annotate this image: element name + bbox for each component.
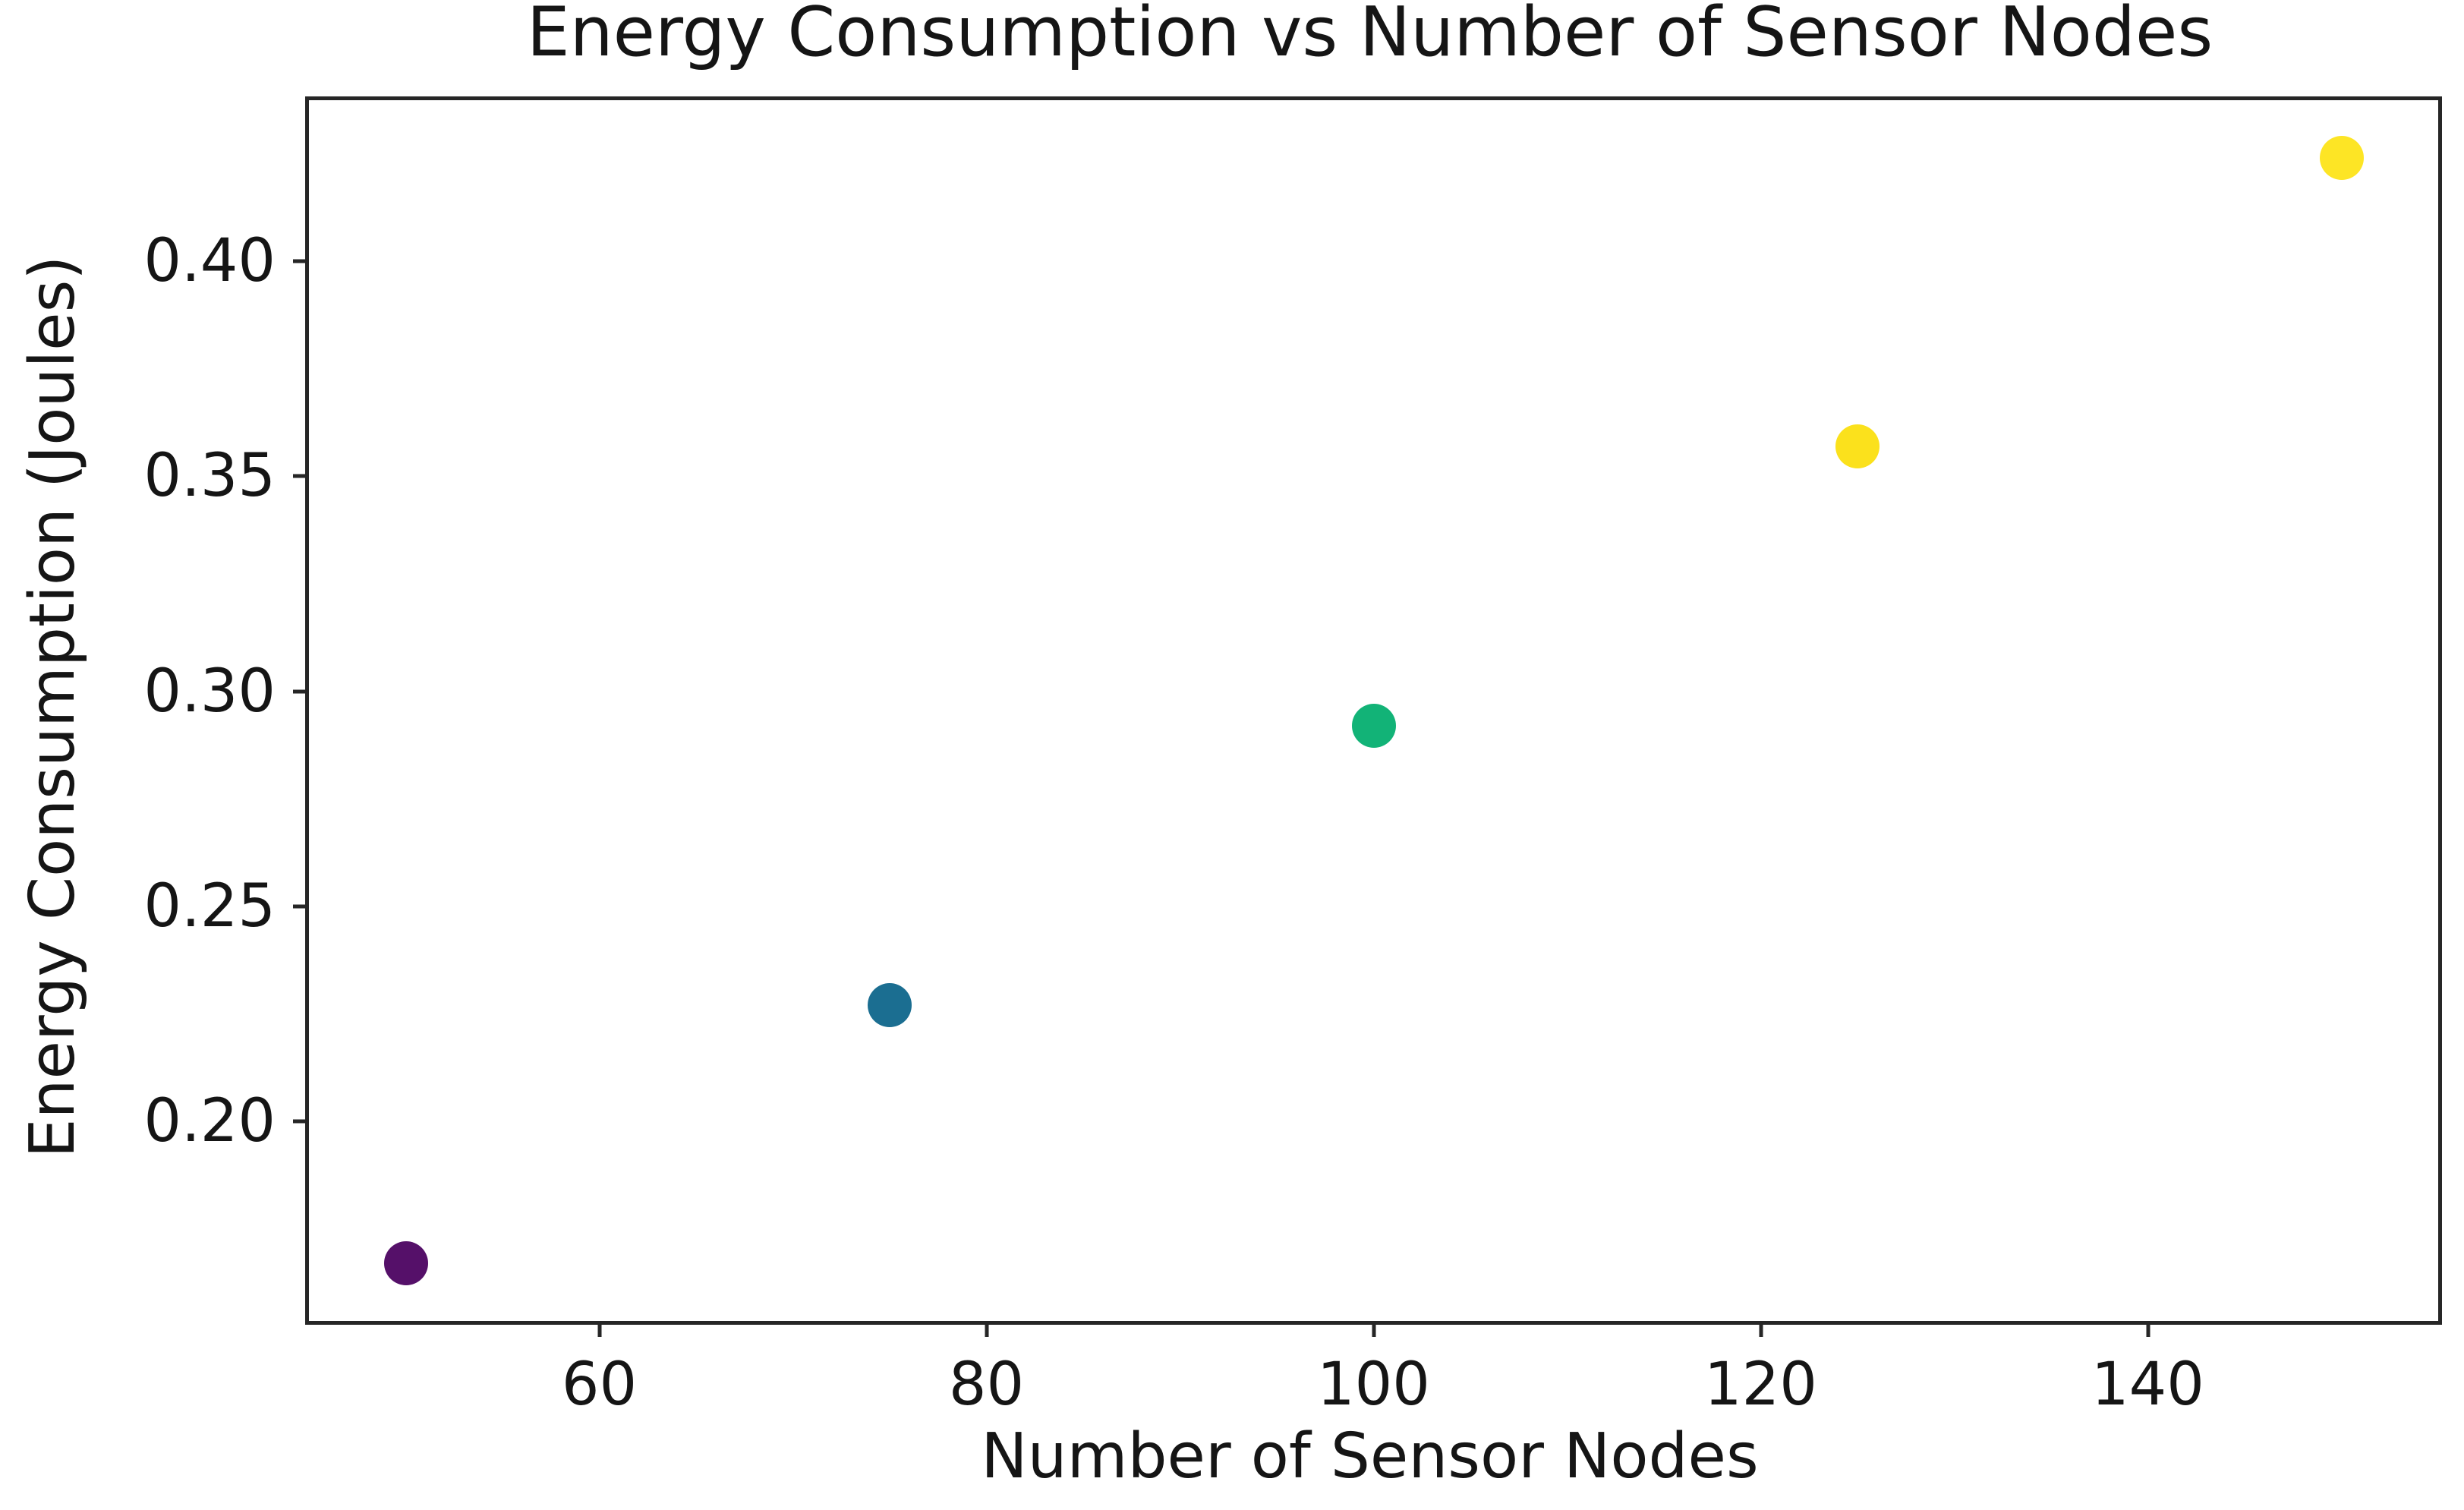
data-point	[1835, 424, 1880, 468]
x-tick-mark	[1759, 1325, 1763, 1337]
data-point	[1351, 703, 1396, 748]
y-axis-label: Energy Consumption (Joules)	[17, 255, 89, 1159]
y-tick-label: 0.20	[143, 1086, 276, 1155]
x-tick-mark	[2146, 1325, 2150, 1337]
data-point	[868, 982, 912, 1027]
x-tick-label: 60	[561, 1351, 638, 1419]
y-tick-label: 0.25	[143, 872, 276, 941]
plot-area	[305, 96, 2442, 1325]
data-point	[2319, 136, 2364, 181]
chart-title: Energy Consumption vs Number of Sensor N…	[526, 0, 2214, 72]
y-tick-mark	[293, 1119, 305, 1124]
y-tick-label: 0.30	[143, 657, 276, 726]
y-tick-mark	[293, 474, 305, 478]
y-tick-mark	[293, 904, 305, 909]
x-tick-label: 80	[948, 1351, 1025, 1419]
x-axis-label: Number of Sensor Nodes	[981, 1420, 1759, 1493]
x-tick-mark	[985, 1325, 988, 1337]
x-tick-mark	[597, 1325, 601, 1337]
x-tick-label: 120	[1704, 1351, 1817, 1419]
data-point	[383, 1240, 428, 1285]
y-tick-label: 0.40	[143, 227, 276, 296]
y-tick-mark	[293, 689, 305, 694]
y-tick-label: 0.35	[143, 442, 276, 511]
x-tick-label: 100	[1317, 1351, 1430, 1419]
x-tick-label: 140	[2091, 1351, 2204, 1419]
y-tick-mark	[293, 259, 305, 263]
x-tick-mark	[1372, 1325, 1375, 1337]
